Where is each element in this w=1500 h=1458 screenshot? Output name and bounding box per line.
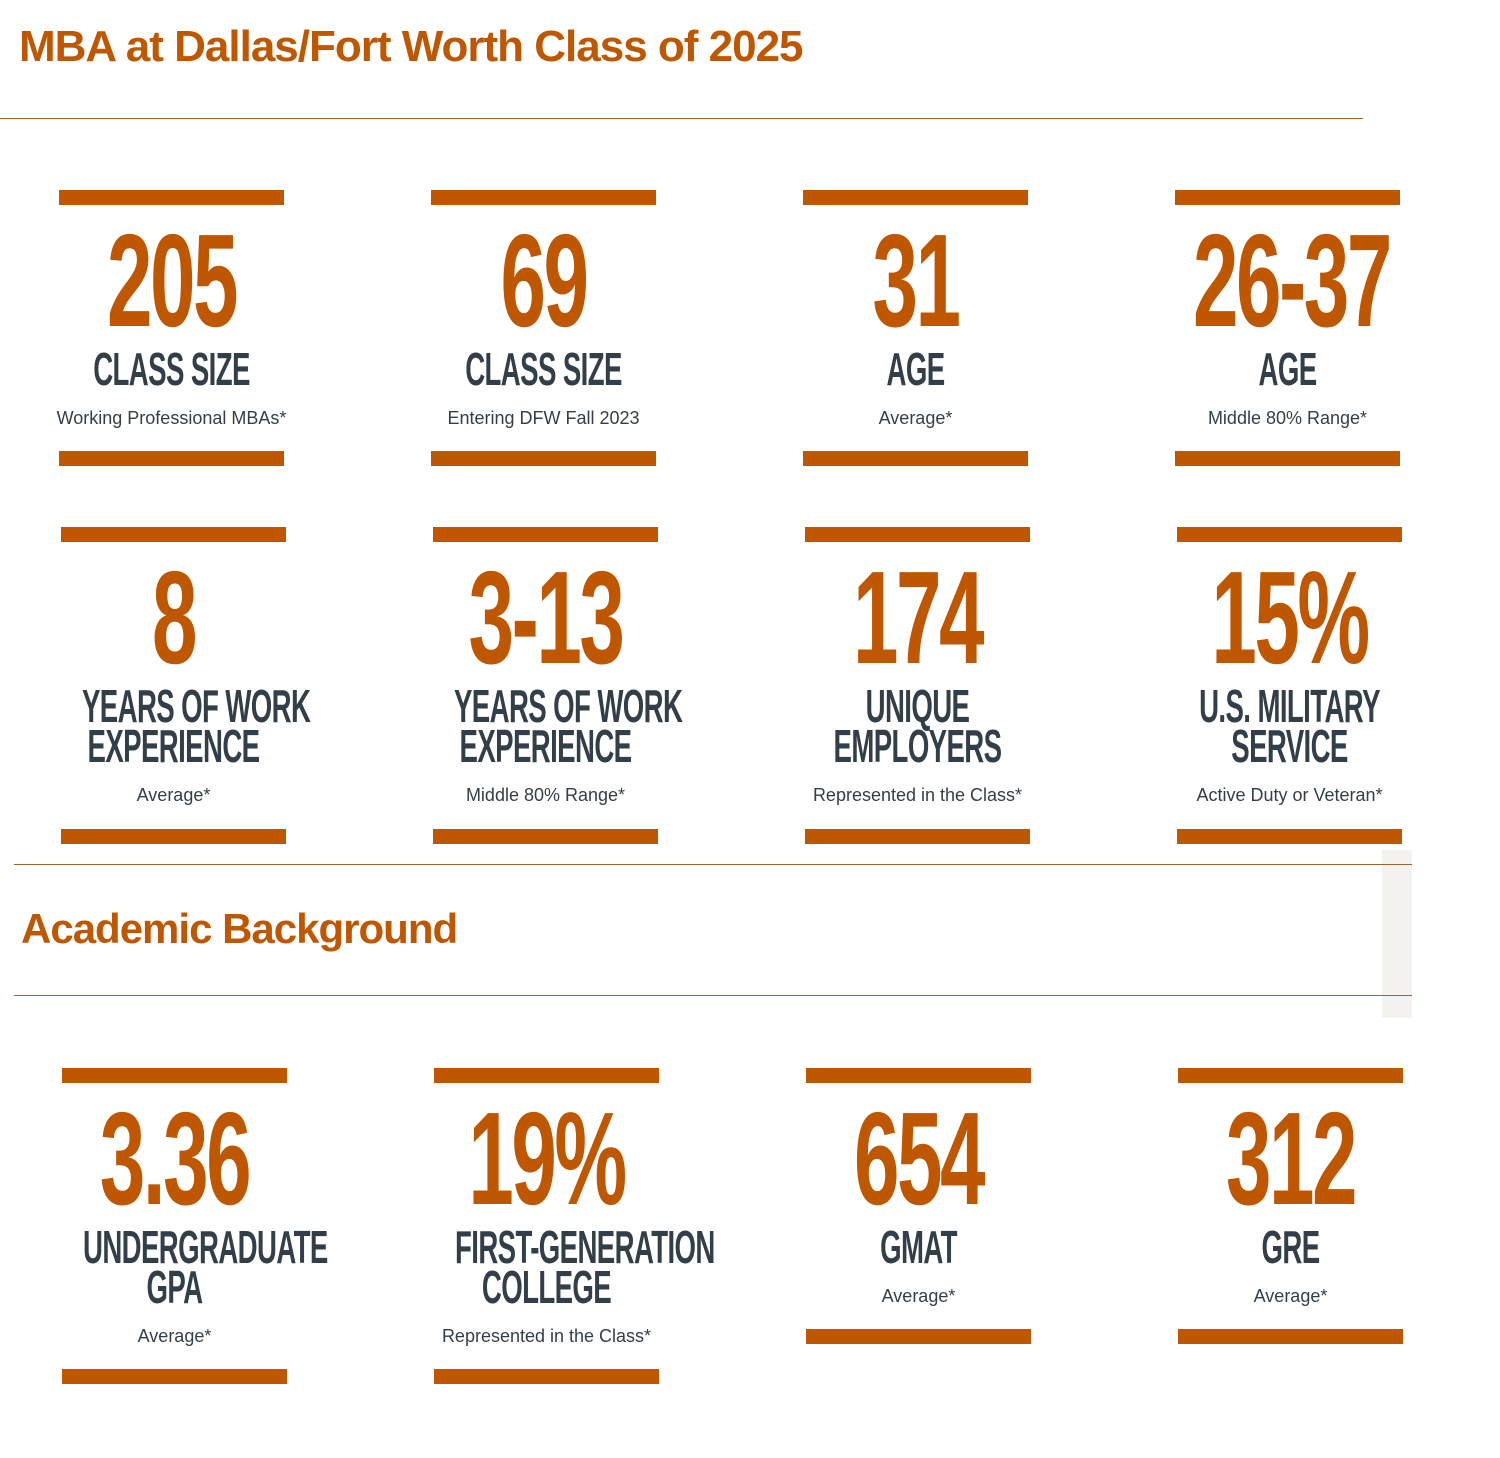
stat-label: GRE bbox=[1199, 1221, 1382, 1273]
accent-bar bbox=[1177, 829, 1402, 844]
accent-bar bbox=[433, 527, 658, 542]
stat-label: UNIQUE EMPLOYERS bbox=[826, 680, 1009, 772]
stat-value: 69 bbox=[500, 207, 589, 354]
stat-value: 3-13 bbox=[468, 544, 625, 691]
stat-value: 174 bbox=[852, 544, 985, 691]
stat-card: 3-13 YEARS OF WORK EXPERIENCE Middle 80% … bbox=[433, 527, 683, 844]
stat-label-line: GMAT bbox=[880, 1221, 957, 1273]
accent-bar bbox=[434, 1068, 659, 1083]
stat-label-line: EMPLOYERS bbox=[833, 720, 1002, 772]
stat-label: YEARS OF WORK EXPERIENCE bbox=[454, 680, 683, 772]
stat-label-line: EXPERIENCE bbox=[459, 720, 633, 772]
accent-bar bbox=[431, 451, 656, 466]
stat-label-line: AGE bbox=[1258, 343, 1317, 395]
stat-card: 312 GRE Average* bbox=[1178, 1068, 1403, 1344]
accent-bar bbox=[59, 190, 284, 205]
accent-bar bbox=[61, 829, 286, 844]
accent-bar bbox=[805, 527, 1030, 542]
stat-label: YEARS OF WORK EXPERIENCE bbox=[82, 680, 311, 772]
accent-bar bbox=[1175, 451, 1400, 466]
stat-label-line: EXPERIENCE bbox=[87, 720, 261, 772]
stat-card: 8 YEARS OF WORK EXPERIENCE Average* bbox=[61, 527, 311, 844]
accent-bar bbox=[1175, 190, 1400, 205]
stat-value: 26-37 bbox=[1192, 207, 1392, 354]
accent-bar bbox=[62, 1369, 287, 1384]
stat-label-line: AGE bbox=[886, 343, 945, 395]
stat-label: AGE bbox=[824, 343, 1007, 395]
stat-label-line: FIRST-GENERATION bbox=[455, 1221, 715, 1273]
stat-label: FIRST-GENERATION COLLEGE bbox=[455, 1221, 715, 1313]
stat-subtitle: Middle 80% Range* bbox=[465, 785, 626, 805]
stat-value: 3.36 bbox=[99, 1085, 252, 1232]
accent-bar bbox=[803, 190, 1028, 205]
section-title: Academic Background bbox=[21, 905, 458, 952]
divider bbox=[14, 864, 1412, 865]
accent-bar bbox=[61, 527, 286, 542]
stat-label: GMAT bbox=[827, 1221, 1010, 1273]
accent-bar bbox=[803, 451, 1028, 466]
divider bbox=[0, 118, 1363, 119]
stat-value: 15% bbox=[1211, 544, 1370, 691]
stat-subtitle: Average* bbox=[881, 1286, 956, 1306]
stat-label: CLASS SIZE bbox=[80, 343, 263, 395]
stat-card: 69 CLASS SIZE Entering DFW Fall 2023 bbox=[431, 190, 656, 466]
stat-value: 31 bbox=[872, 207, 961, 354]
accent-bar bbox=[431, 190, 656, 205]
stat-label: AGE bbox=[1196, 343, 1379, 395]
stat-label-line: UNDERGRADUATE bbox=[83, 1221, 328, 1273]
accent-bar bbox=[59, 451, 284, 466]
stat-label-line: CLASS SIZE bbox=[465, 343, 622, 395]
stat-label: U.S. MILITARY SERVICE bbox=[1198, 680, 1381, 772]
stat-label-line: YEARS OF WORK bbox=[454, 680, 683, 732]
stat-subtitle: Average* bbox=[136, 785, 211, 805]
stat-subtitle: Active Duty or Veteran* bbox=[1196, 785, 1383, 805]
stat-card: 654 GMAT Average* bbox=[806, 1068, 1031, 1344]
accent-bar bbox=[62, 1068, 287, 1083]
stat-label-line: GRE bbox=[1261, 1221, 1320, 1273]
accent-bar bbox=[806, 1329, 1031, 1344]
accent-bar bbox=[805, 829, 1030, 844]
divider bbox=[14, 995, 1412, 996]
stat-label-line: SERVICE bbox=[1231, 720, 1348, 772]
stat-subtitle: Represented in the Class* bbox=[441, 1326, 652, 1346]
stat-label-line: GPA bbox=[146, 1261, 204, 1313]
stat-subtitle: Average* bbox=[878, 408, 953, 428]
accent-bar bbox=[1178, 1329, 1403, 1344]
stat-card: 205 CLASS SIZE Working Professional MBAs… bbox=[57, 190, 286, 466]
stat-value: 8 bbox=[151, 544, 198, 691]
accent-bar bbox=[1177, 527, 1402, 542]
stat-label-line: U.S. MILITARY bbox=[1199, 680, 1380, 732]
stat-label: UNDERGRADUATE GPA bbox=[83, 1221, 328, 1313]
stat-label-line: UNIQUE bbox=[865, 680, 970, 732]
stat-subtitle: Represented in the Class* bbox=[812, 785, 1023, 805]
stat-card: 31 AGE Average* bbox=[803, 190, 1028, 466]
accent-bar bbox=[1178, 1068, 1403, 1083]
stat-subtitle: Average* bbox=[137, 1326, 212, 1346]
stat-subtitle: Middle 80% Range* bbox=[1207, 408, 1368, 428]
scrollbar-track[interactable] bbox=[1382, 850, 1412, 1018]
page-title: MBA at Dallas/Fort Worth Class of 2025 bbox=[19, 22, 804, 71]
stat-subtitle: Entering DFW Fall 2023 bbox=[447, 408, 640, 428]
accent-bar bbox=[806, 1068, 1031, 1083]
stat-label: CLASS SIZE bbox=[452, 343, 635, 395]
stat-value: 654 bbox=[853, 1085, 986, 1232]
accent-bar bbox=[434, 1369, 659, 1384]
stat-value: 19% bbox=[468, 1085, 627, 1232]
stat-label-line: CLASS SIZE bbox=[93, 343, 250, 395]
stat-label-line: YEARS OF WORK bbox=[82, 680, 311, 732]
stat-value: 205 bbox=[106, 207, 239, 354]
stat-card: 19% FIRST-GENERATION COLLEGE Represented … bbox=[434, 1068, 715, 1384]
stat-subtitle: Working Professional MBAs* bbox=[56, 408, 287, 428]
stat-card: 15% U.S. MILITARY SERVICE Active Duty or … bbox=[1177, 527, 1402, 844]
accent-bar bbox=[433, 829, 658, 844]
stat-value: 312 bbox=[1225, 1085, 1358, 1232]
stat-subtitle: Average* bbox=[1253, 1286, 1328, 1306]
stat-card: 26-37 AGE Middle 80% Range* bbox=[1175, 190, 1400, 466]
stat-card: 3.36 UNDERGRADUATE GPA Average* bbox=[62, 1068, 328, 1384]
stat-card: 174 UNIQUE EMPLOYERS Represented in the C… bbox=[805, 527, 1030, 844]
stat-label-line: COLLEGE bbox=[481, 1261, 612, 1313]
